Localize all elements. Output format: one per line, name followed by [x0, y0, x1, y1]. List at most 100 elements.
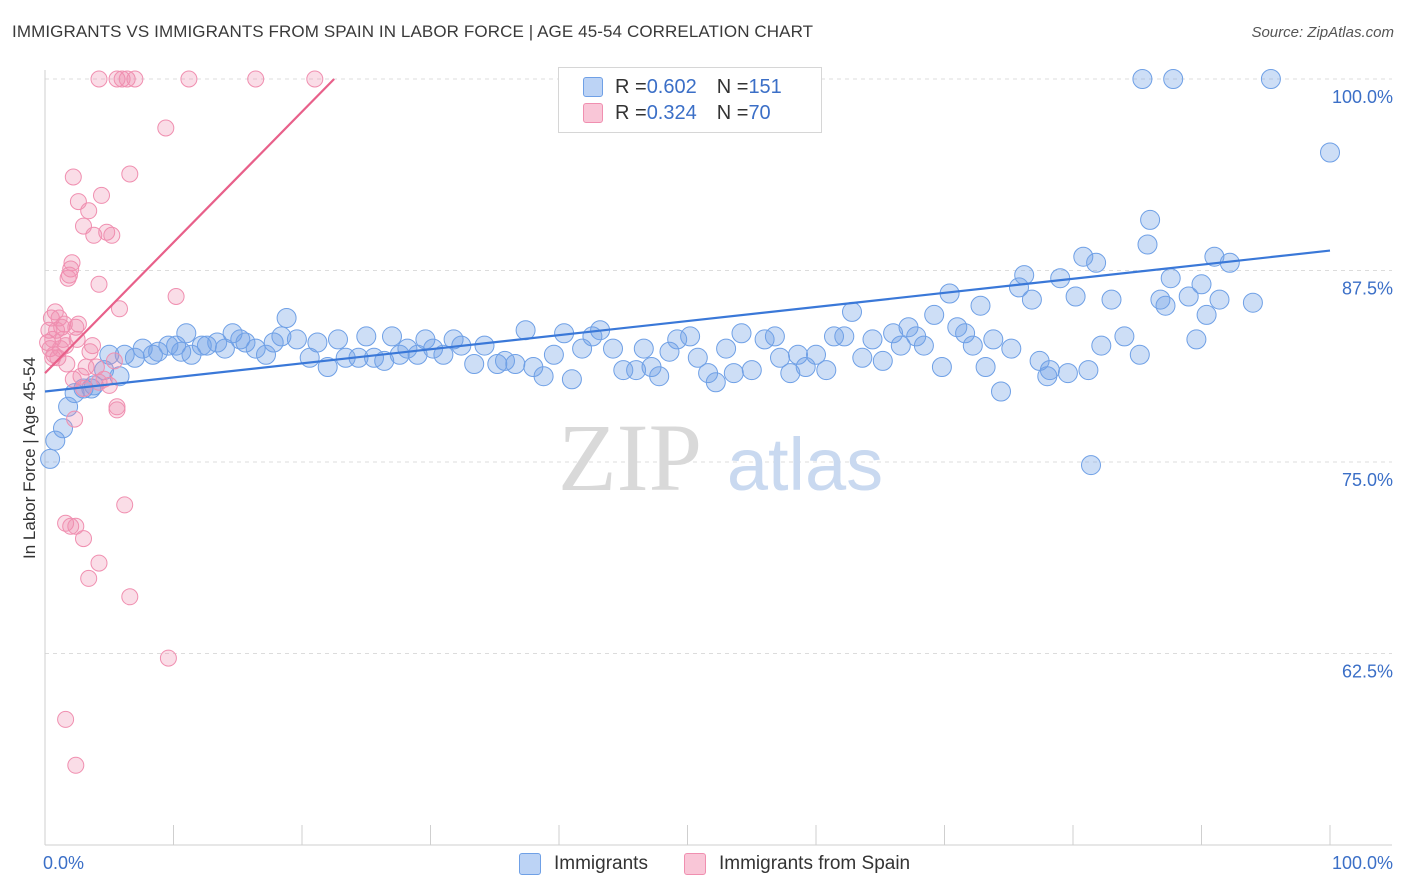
point-immigrants	[852, 347, 873, 368]
point-immigrants	[667, 329, 688, 350]
correlation-legend: R = 0.602 N = 151 R = 0.324 N = 70	[558, 67, 822, 133]
point-immigrants	[633, 338, 654, 359]
source-credit: Source: ZipAtlas.com	[1251, 24, 1394, 41]
point-immigrants	[824, 326, 844, 347]
point-immigrants	[45, 430, 66, 451]
point-immigrants	[883, 323, 904, 344]
bottom-legend-immigrants: Immigrants	[519, 852, 648, 876]
point-immigrants	[317, 357, 338, 377]
y-tick-label: 100.0%	[1332, 87, 1393, 107]
point-immigrants	[1163, 69, 1184, 89]
legend-swatch-blue	[583, 77, 603, 97]
x-axis-max-label: 100.0%	[1331, 853, 1393, 873]
point-immigrants	[235, 332, 256, 353]
point-spain	[306, 70, 324, 88]
y-tick-label: 87.5%	[1342, 279, 1393, 299]
legend-n-label: N =	[716, 75, 749, 98]
point-immigrants	[842, 301, 862, 322]
point-immigrants	[230, 329, 251, 350]
chart-title: IMMIGRANTS VS IMMIGRANTS FROM SPAIN IN L…	[12, 22, 814, 41]
point-immigrants	[561, 369, 582, 390]
point-immigrants	[1091, 335, 1112, 356]
point-spain	[105, 352, 123, 370]
point-immigrants	[191, 335, 212, 356]
point-immigrants	[731, 323, 752, 344]
bottom-legend-swatch-blue	[519, 853, 541, 875]
point-immigrants	[1260, 69, 1281, 89]
point-immigrants	[464, 354, 485, 374]
legend-n-value: 70	[748, 101, 771, 124]
point-immigrants	[307, 332, 328, 353]
point-immigrants	[1050, 268, 1071, 289]
point-spain	[85, 226, 103, 244]
point-immigrants	[1114, 326, 1135, 347]
watermark-atlas: atlas	[727, 423, 883, 506]
point-immigrants	[723, 363, 744, 384]
point-spain	[108, 398, 126, 416]
y-axis-label: In Labor Force | Age 45-54	[20, 357, 39, 559]
point-immigrants	[780, 363, 801, 384]
point-spain	[66, 410, 84, 428]
point-immigrants	[872, 350, 893, 371]
point-immigrants	[931, 357, 952, 377]
point-immigrants	[1039, 360, 1060, 381]
point-immigrants	[1242, 292, 1263, 313]
point-immigrants	[505, 354, 526, 374]
point-spain	[69, 315, 87, 333]
point-immigrants	[148, 341, 169, 362]
point-spain	[90, 275, 108, 293]
bottom-legend-spain: Immigrants from Spain	[684, 852, 910, 876]
point-immigrants	[276, 308, 297, 328]
legend-row-immigrants: R = 0.602 N = 151	[583, 75, 782, 99]
point-spain	[167, 288, 185, 305]
point-immigrants	[862, 329, 883, 350]
point-spain	[84, 337, 101, 355]
point-immigrants	[962, 335, 983, 356]
point-immigrants	[1191, 274, 1212, 295]
point-immigrants	[764, 326, 785, 347]
point-immigrants	[680, 326, 701, 347]
point-immigrants	[1073, 246, 1094, 267]
x-axis-min-label: 0.0%	[43, 853, 85, 873]
legend-n-value: 151	[748, 75, 782, 98]
point-spain	[121, 588, 139, 606]
point-spain	[121, 165, 139, 183]
point-spain	[80, 569, 98, 587]
point-immigrants	[890, 335, 911, 356]
point-immigrants	[1320, 142, 1340, 163]
point-immigrants	[741, 360, 762, 381]
point-spain	[108, 70, 126, 88]
legend-r-value: 0.602	[646, 75, 697, 98]
point-immigrants	[1137, 234, 1158, 255]
y-tick-label: 75.0%	[1342, 470, 1393, 490]
trend-line-spain	[44, 78, 335, 374]
point-immigrants	[1065, 286, 1086, 307]
legend-swatch-pink	[583, 103, 603, 123]
point-spain	[90, 70, 108, 88]
point-immigrants	[1160, 268, 1181, 289]
point-immigrants	[40, 448, 61, 469]
point-immigrants	[1021, 289, 1042, 310]
point-immigrants	[770, 347, 790, 368]
point-spain	[93, 186, 110, 204]
gridlines	[45, 78, 1392, 654]
point-immigrants	[687, 347, 708, 368]
point-immigrants	[474, 335, 495, 356]
point-immigrants	[970, 295, 991, 316]
point-immigrants	[176, 323, 197, 344]
point-spain	[247, 70, 265, 88]
point-spain	[159, 649, 177, 667]
point-immigrants	[382, 326, 402, 347]
point-immigrants	[1078, 360, 1099, 381]
legend-r-value: 0.324	[646, 101, 697, 124]
point-immigrants	[705, 372, 726, 393]
point-immigrants	[1009, 277, 1029, 298]
point-immigrants	[1057, 363, 1078, 384]
point-immigrants	[1140, 209, 1161, 230]
point-immigrants	[1178, 286, 1199, 307]
point-spain	[64, 168, 82, 186]
point-immigrants	[543, 344, 564, 365]
point-immigrants	[1204, 246, 1225, 267]
point-spain	[113, 70, 131, 88]
legend-r-label: R =	[615, 75, 647, 98]
